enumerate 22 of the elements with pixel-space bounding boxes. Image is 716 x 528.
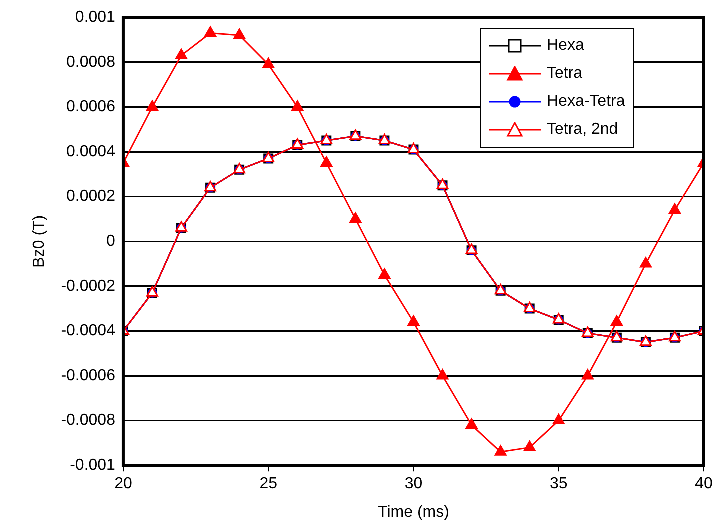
y-tick-label: 0 <box>106 233 116 250</box>
y-tick-label: 0.0002 <box>66 188 116 206</box>
x-tick-label: 40 <box>695 476 713 493</box>
x-tick-label: 25 <box>260 476 278 493</box>
x-tick-label: 30 <box>404 476 423 493</box>
legend-label: Tetra, 2nd <box>547 120 618 140</box>
y-tick-label: -0.0008 <box>61 412 116 430</box>
y-tick-label: -0.001 <box>70 457 116 474</box>
legend-label: Hexa <box>547 36 584 56</box>
y-tick-label: 0.0008 <box>66 54 116 71</box>
y-tick-label: -0.0004 <box>61 322 116 340</box>
y-tick-label: 0.001 <box>75 9 116 26</box>
y-axis-title: Bz0 (T) <box>31 215 48 268</box>
y-tick-label: -0.0006 <box>61 367 116 384</box>
legend-label: Tetra <box>547 64 583 84</box>
legend-label: Hexa-Tetra <box>547 92 626 112</box>
y-tick-label: 0.0004 <box>66 143 116 160</box>
x-tick-label: 20 <box>114 476 132 493</box>
x-tick-label: 35 <box>550 476 568 493</box>
y-tick-label: -0.0002 <box>61 278 116 295</box>
y-tick-label: 0.0006 <box>66 98 116 116</box>
x-axis-title: Time (ms) <box>378 504 450 521</box>
